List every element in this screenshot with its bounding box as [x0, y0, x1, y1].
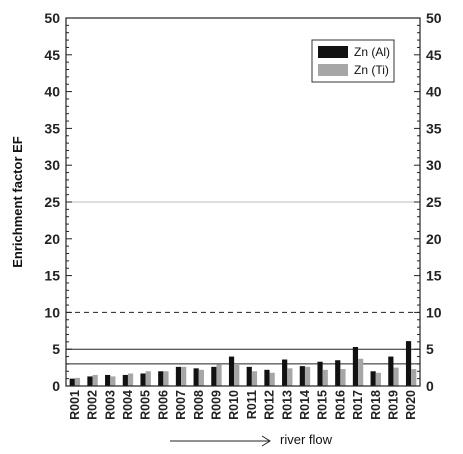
y-tick-label-left: 25 [44, 194, 60, 210]
bar-zn-ti-r013 [287, 368, 293, 386]
category-label: R020 [404, 390, 418, 420]
bar-zn-ti-r007 [181, 366, 187, 386]
y-tick-label-left: 5 [52, 341, 60, 357]
bar-zn-al-r014 [299, 366, 305, 386]
y-tick-label-left: 40 [44, 84, 60, 100]
category-label: R015 [316, 390, 330, 420]
bar-zn-ti-r009 [216, 364, 222, 386]
bar-zn-al-r003 [105, 374, 111, 386]
river-flow-indicator: river flow [170, 432, 333, 447]
legend-label-zn-ti: Zn (Ti) [354, 63, 389, 77]
axis-ticks: 0 0 5 5 10 10 15 15 20 20 25 25 30 30 35 35 40 40 45 45 50 50 [44, 10, 441, 394]
bar-zn-al-r011 [246, 366, 252, 386]
category-label: R008 [192, 390, 206, 420]
category-labels: R001 R002 R003 R004 R005 R006 R007 R008 R009 R010… [68, 390, 418, 420]
legend: Zn (Al) Zn (Ti) [311, 39, 395, 83]
bar-zn-ti-r010 [234, 363, 240, 386]
y-tick-label-right: 0 [426, 378, 434, 394]
category-label: R006 [156, 390, 170, 420]
bar-zn-ti-r020 [411, 369, 417, 386]
category-label: R018 [369, 390, 383, 420]
reference-lines [66, 201, 420, 365]
bar-zn-al-r018 [370, 371, 376, 386]
bar-zn-ti-r014 [304, 366, 311, 386]
bar-zn-ti-r016 [340, 369, 346, 386]
category-label: R003 [103, 390, 117, 420]
y-tick-label-left: 50 [44, 10, 60, 26]
y-tick-label-left: 15 [44, 268, 60, 284]
bar-zn-ti-r017 [358, 358, 364, 386]
category-label: R017 [351, 390, 365, 420]
y-tick-label-left: 0 [52, 378, 60, 394]
y-tick-label-right: 40 [426, 84, 442, 100]
bar-zn-al-r015 [317, 361, 323, 386]
category-label: R005 [139, 390, 153, 420]
category-label: R007 [174, 390, 188, 420]
y-tick-label-left: 10 [44, 304, 60, 320]
y-tick-label-right: 25 [426, 194, 442, 210]
legend-swatch-zn-ti [318, 64, 348, 76]
bar-zn-al-r020 [405, 341, 412, 386]
y-tick-label-right: 15 [426, 268, 442, 284]
bar-zn-ti-r002 [92, 374, 98, 386]
bar-zn-ti-r018 [375, 372, 381, 386]
bar-zn-ti-r005 [145, 371, 151, 386]
bar-zn-ti-r004 [127, 373, 134, 386]
bar-zn-al-r010 [228, 356, 235, 386]
y-tick-label-right: 45 [426, 47, 442, 63]
y-tick-label-right: 10 [426, 304, 442, 320]
bar-zn-al-r013 [282, 359, 288, 386]
bar-zn-ti-r006 [163, 371, 169, 386]
y-tick-label-right: 50 [426, 10, 442, 26]
bar-zn-ti-r019 [393, 367, 399, 386]
bar-zn-ti-r001 [74, 377, 81, 386]
category-label: R012 [263, 390, 277, 420]
bar-zn-al-r009 [211, 366, 217, 386]
category-label: R002 [86, 390, 100, 420]
bar-zn-al-r007 [175, 366, 182, 386]
legend-swatch-zn-al [318, 46, 348, 58]
y-tick-label-left: 30 [44, 157, 60, 173]
bar-zn-al-r016 [335, 360, 341, 386]
bar-zn-al-r006 [158, 371, 164, 386]
category-label: R011 [245, 390, 259, 419]
category-label: R016 [333, 390, 347, 420]
bar-zn-ti-r008 [198, 369, 204, 386]
y-tick-label-right: 30 [426, 157, 442, 173]
y-tick-label-left: 20 [44, 231, 60, 247]
bar-zn-al-r002 [87, 376, 93, 386]
bar-zn-ti-r003 [110, 376, 116, 386]
bar-zn-ti-r015 [322, 369, 328, 386]
bar-zn-al-r012 [264, 369, 270, 386]
y-tick-label-right: 35 [426, 120, 442, 136]
legend-label-zn-al: Zn (Al) [354, 45, 390, 59]
category-label: R019 [386, 390, 400, 420]
category-label: R004 [121, 390, 135, 420]
bar-zn-al-r017 [352, 346, 359, 386]
bar-zn-ti-r012 [269, 372, 275, 386]
y-tick-label-right: 5 [426, 341, 434, 357]
bar-zn-al-r008 [193, 368, 199, 386]
bar-zn-ti-r011 [251, 371, 258, 386]
bar-zn-al-r019 [388, 356, 394, 386]
bar-zn-al-r001 [69, 378, 75, 386]
bar-zn-al-r005 [140, 373, 146, 386]
bars [69, 341, 417, 386]
y-tick-label-left: 35 [44, 120, 60, 136]
y-axis-title: Enrichment factor EF [10, 136, 25, 268]
category-label: R010 [227, 390, 241, 420]
category-label: R013 [280, 390, 294, 420]
y-tick-label-right: 20 [426, 231, 442, 247]
category-label: R001 [68, 390, 82, 420]
y-tick-label-left: 45 [44, 47, 60, 63]
bar-zn-al-r004 [122, 374, 128, 386]
river-flow-label: river flow [280, 432, 333, 447]
category-label: R014 [298, 390, 312, 420]
category-label: R009 [209, 390, 223, 420]
flow-arrowhead-icon [261, 435, 271, 447]
